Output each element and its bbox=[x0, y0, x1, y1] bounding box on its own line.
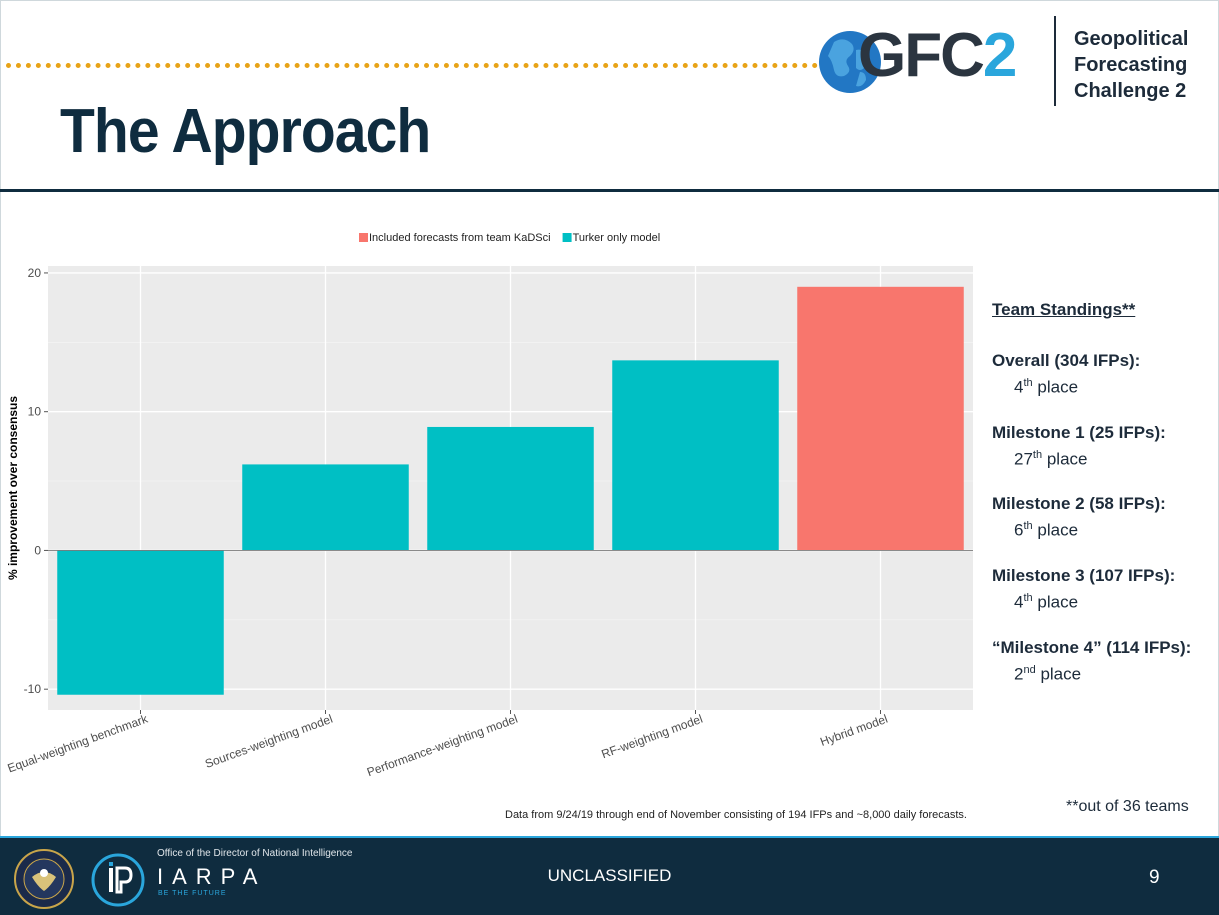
standing-item: Milestone 3 (107 IFPs): 4th place bbox=[992, 565, 1191, 614]
place-number: 4 bbox=[1014, 377, 1024, 397]
bar bbox=[797, 286, 964, 551]
standing-label: Overall (304 IFPs): bbox=[992, 351, 1141, 370]
standing-item: Milestone 1 (25 IFPs): 27th place bbox=[992, 422, 1191, 471]
standing-label: Milestone 2 (58 IFPs): bbox=[992, 494, 1166, 514]
odni-seal-icon bbox=[14, 849, 74, 909]
chart-note: Data from 9/24/19 through end of Novembe… bbox=[505, 809, 967, 821]
standing-place: 27th place bbox=[992, 444, 1191, 471]
standing-label: “Milestone 4” (114 IFPs): bbox=[992, 637, 1192, 657]
place-suffix: th bbox=[1023, 591, 1033, 604]
bar bbox=[57, 550, 224, 695]
x-tick-label: Equal-weighting benchmark bbox=[6, 711, 151, 775]
y-tick-label: -10 bbox=[24, 682, 42, 696]
logo-sub-line: Geopolitical bbox=[1074, 28, 1189, 50]
standing-item: Milestone 2 (58 IFPs): 6th place bbox=[992, 493, 1191, 542]
place-number: 27 bbox=[1014, 449, 1033, 469]
logo-main: GFC bbox=[858, 21, 985, 90]
place-suffix: th bbox=[1023, 520, 1033, 533]
page-title: The Approach bbox=[60, 97, 431, 166]
org-name: IARPA bbox=[157, 864, 267, 889]
iarpa-logo-icon bbox=[91, 853, 145, 907]
org-tagline: BE THE FUTURE bbox=[158, 890, 227, 897]
standing-place: 2nd place bbox=[992, 659, 1191, 686]
place-word: place bbox=[1046, 449, 1088, 469]
place-suffix: th bbox=[1023, 377, 1033, 389]
logo-number: 2 bbox=[982, 21, 1018, 90]
x-tick-label: RF-weighting model bbox=[599, 712, 704, 762]
x-tick-label: Hybrid model bbox=[818, 712, 889, 749]
standing-item: Overall (304 IFPs): 4th place bbox=[992, 350, 1191, 399]
y-tick-label: 10 bbox=[28, 405, 42, 419]
footer-bar: Office of the Director of National Intel… bbox=[0, 836, 1219, 915]
x-tick-label: Sources-weighting model bbox=[203, 712, 334, 771]
place-word: place bbox=[1040, 664, 1082, 684]
logo-subtitle: Geopolitical Forecasting Challenge 2 bbox=[1074, 26, 1188, 104]
standing-place: 4th place bbox=[992, 587, 1191, 614]
x-tick-label: Performance-weighting model bbox=[365, 712, 520, 780]
bar bbox=[242, 464, 409, 551]
legend-label: Included forecasts from team KaDSci bbox=[369, 232, 551, 244]
page-number: 9 bbox=[1149, 867, 1160, 888]
dotted-rule bbox=[6, 63, 818, 68]
y-axis-title: % improvement over consensus bbox=[6, 396, 20, 580]
bar bbox=[612, 360, 779, 551]
place-suffix: th bbox=[1032, 448, 1043, 461]
place-word: place bbox=[1037, 377, 1079, 397]
place-number: 2 bbox=[1014, 664, 1024, 684]
classification-label: UNCLASSIFIED bbox=[547, 866, 672, 885]
place-number: 6 bbox=[1014, 520, 1024, 540]
place-suffix: nd bbox=[1023, 663, 1036, 676]
y-tick-label: 20 bbox=[28, 266, 42, 280]
place-number: 4 bbox=[1014, 592, 1024, 612]
logo-sub-line: Challenge 2 bbox=[1074, 80, 1187, 102]
bar-chart: -10 0 10 20 Equal-weighting benchmark Sources… bbox=[6, 232, 973, 780]
standing-label: Milestone 1 (25 IFPs): bbox=[992, 422, 1166, 442]
legend-swatch bbox=[562, 233, 572, 242]
team-standings: Team Standings** Overall (304 IFPs): 4th… bbox=[992, 300, 1191, 708]
logo-divider bbox=[1054, 16, 1056, 106]
place-word: place bbox=[1037, 592, 1079, 612]
logo-sub-line: Forecasting bbox=[1074, 54, 1188, 76]
globe-icon bbox=[819, 31, 881, 93]
title-rule bbox=[0, 189, 1219, 192]
standings-heading: Team Standings** bbox=[992, 300, 1136, 319]
logo-wordmark: GFC2 bbox=[858, 20, 1018, 91]
bar bbox=[427, 426, 594, 551]
y-tick-label: 0 bbox=[34, 543, 41, 557]
office-label: Office of the Director of National Intel… bbox=[157, 848, 353, 859]
standings-footnote: **out of 36 teams bbox=[1066, 798, 1189, 815]
legend-label: Turker only model bbox=[573, 232, 661, 244]
place-word: place bbox=[1037, 520, 1079, 540]
standing-place: 6th place bbox=[992, 515, 1191, 542]
standing-label: Milestone 3 (107 IFPs): bbox=[992, 565, 1176, 585]
standing-item: “Milestone 4” (114 IFPs): 2nd place bbox=[992, 637, 1191, 686]
legend-swatch bbox=[359, 233, 368, 242]
standing-place: 4th place bbox=[992, 372, 1191, 399]
